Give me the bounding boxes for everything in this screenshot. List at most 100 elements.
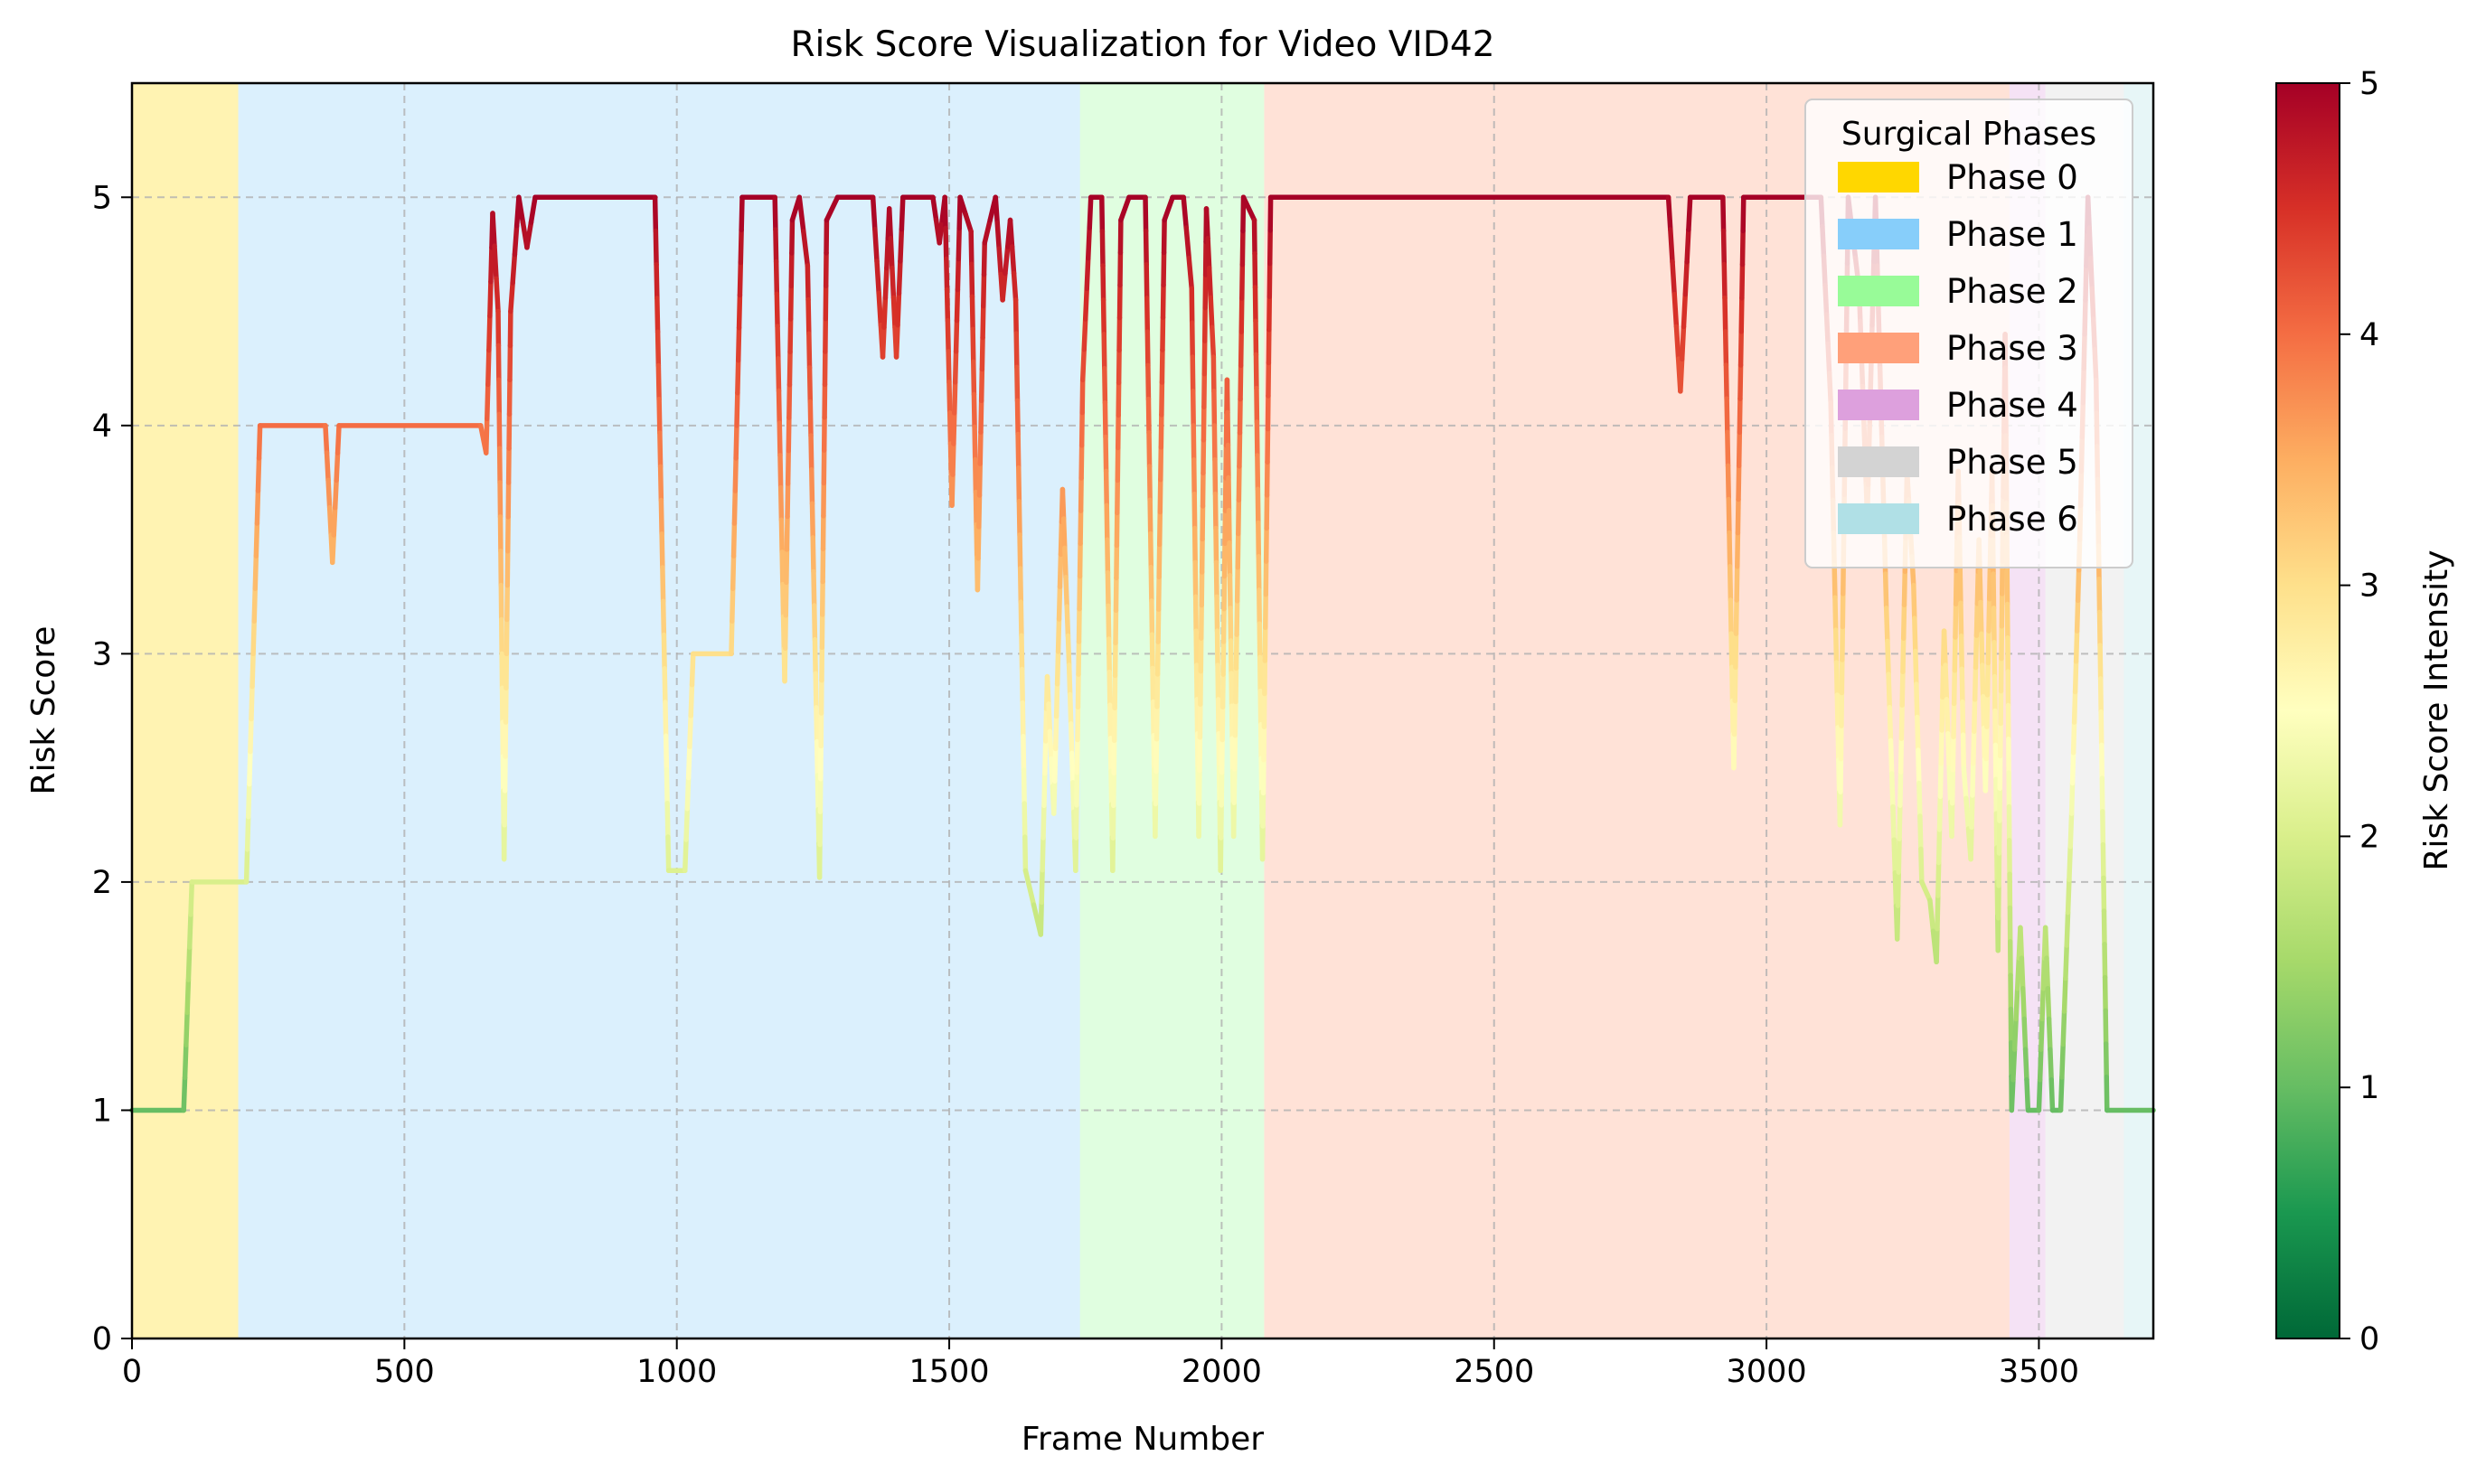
line-segment bbox=[1725, 298, 1726, 332]
line-segment bbox=[1022, 669, 1023, 702]
line-segment bbox=[950, 413, 951, 444]
line-segment bbox=[661, 501, 662, 534]
line-segment bbox=[781, 488, 782, 521]
line-segment bbox=[1110, 705, 1111, 738]
line-segment bbox=[330, 508, 332, 535]
line-segment bbox=[1110, 738, 1111, 772]
line-segment bbox=[249, 784, 250, 817]
line-segment bbox=[658, 366, 659, 399]
line-segment bbox=[953, 444, 954, 474]
line-segment bbox=[691, 685, 692, 716]
line-segment bbox=[1835, 597, 1836, 630]
line-segment bbox=[973, 329, 974, 362]
line-segment bbox=[1105, 369, 1106, 403]
legend-swatch-5 bbox=[1838, 446, 1919, 477]
line-segment bbox=[327, 453, 329, 480]
line-segment bbox=[1893, 807, 1894, 841]
line-segment bbox=[490, 282, 491, 316]
line-segment bbox=[2075, 691, 2076, 722]
line-segment bbox=[1104, 334, 1105, 369]
line-segment bbox=[1886, 574, 1887, 608]
line-segment bbox=[2051, 1080, 2052, 1111]
y-tick-label: 2 bbox=[92, 865, 112, 901]
line-segment bbox=[1214, 391, 1215, 426]
line-segment bbox=[1238, 500, 1239, 533]
line-segment bbox=[1235, 736, 1236, 769]
line-segment bbox=[1729, 533, 1730, 567]
line-segment bbox=[1016, 300, 1017, 333]
line-segment bbox=[1962, 669, 1963, 701]
line-segment bbox=[1687, 230, 1689, 262]
line-segment bbox=[259, 426, 260, 458]
line-segment bbox=[1963, 768, 1966, 799]
line-segment bbox=[1981, 603, 1982, 634]
line-segment bbox=[1986, 727, 1987, 758]
line-segment bbox=[982, 337, 983, 369]
line-segment bbox=[790, 319, 791, 352]
line-segment bbox=[808, 300, 809, 334]
line-segment bbox=[2072, 783, 2073, 813]
line-segment bbox=[734, 491, 735, 523]
line-segment bbox=[1011, 221, 1012, 247]
line-segment bbox=[972, 296, 973, 329]
line-segment bbox=[1234, 803, 1235, 836]
line-segment bbox=[496, 278, 498, 311]
line-segment bbox=[812, 503, 813, 538]
line-segment bbox=[1685, 262, 1687, 295]
line-segment bbox=[999, 249, 1001, 274]
line-segment bbox=[1046, 709, 1047, 741]
line-segment bbox=[1082, 413, 1083, 446]
line-segment bbox=[1887, 608, 1888, 642]
line-segment bbox=[2102, 778, 2103, 812]
colorbar-label: Risk Score Intensity bbox=[2418, 549, 2455, 870]
line-segment bbox=[738, 361, 739, 393]
line-segment bbox=[487, 384, 488, 418]
line-segment bbox=[511, 283, 513, 312]
line-segment bbox=[1983, 697, 1984, 728]
line-segment bbox=[1987, 695, 1988, 727]
line-segment bbox=[735, 458, 736, 491]
line-segment bbox=[2013, 1049, 2015, 1080]
line-segment bbox=[978, 527, 979, 559]
line-segment bbox=[494, 246, 496, 278]
line-segment bbox=[739, 262, 740, 295]
line-segment bbox=[901, 197, 902, 229]
line-segment bbox=[1076, 838, 1077, 870]
line-segment bbox=[486, 418, 487, 453]
colorbar-tick-label: 4 bbox=[2359, 317, 2379, 353]
line-segment bbox=[1955, 604, 1956, 637]
x-tick-label: 2500 bbox=[1454, 1354, 1534, 1390]
line-segment bbox=[892, 268, 894, 298]
line-segment bbox=[1078, 642, 1079, 674]
line-segment bbox=[1019, 502, 1020, 535]
line-segment bbox=[1937, 896, 1938, 929]
line-segment bbox=[956, 290, 957, 321]
line-segment bbox=[1236, 668, 1237, 701]
line-segment bbox=[1149, 433, 1150, 466]
line-segment bbox=[1738, 465, 1739, 499]
line-segment bbox=[257, 491, 258, 523]
line-segment bbox=[667, 803, 668, 837]
line-segment bbox=[1941, 730, 1942, 764]
line-segment bbox=[811, 436, 812, 470]
line-segment bbox=[787, 484, 788, 516]
legend-swatch-1 bbox=[1838, 219, 1919, 249]
line-segment bbox=[791, 253, 792, 286]
line-segment bbox=[1232, 706, 1233, 738]
line-segment bbox=[1152, 601, 1153, 634]
line-segment bbox=[1962, 636, 1963, 669]
line-segment bbox=[1973, 731, 1974, 763]
line-segment bbox=[1242, 265, 1243, 298]
line-segment bbox=[1989, 599, 1990, 631]
line-segment bbox=[2068, 879, 2069, 912]
legend-swatch-0 bbox=[1838, 162, 1919, 193]
y-tick-label: 4 bbox=[92, 409, 112, 445]
line-segment bbox=[1988, 662, 1989, 694]
line-segment bbox=[1724, 265, 1725, 298]
line-segment bbox=[789, 352, 790, 384]
line-segment bbox=[248, 817, 249, 850]
line-segment bbox=[1105, 403, 1106, 437]
line-segment bbox=[995, 197, 997, 222]
